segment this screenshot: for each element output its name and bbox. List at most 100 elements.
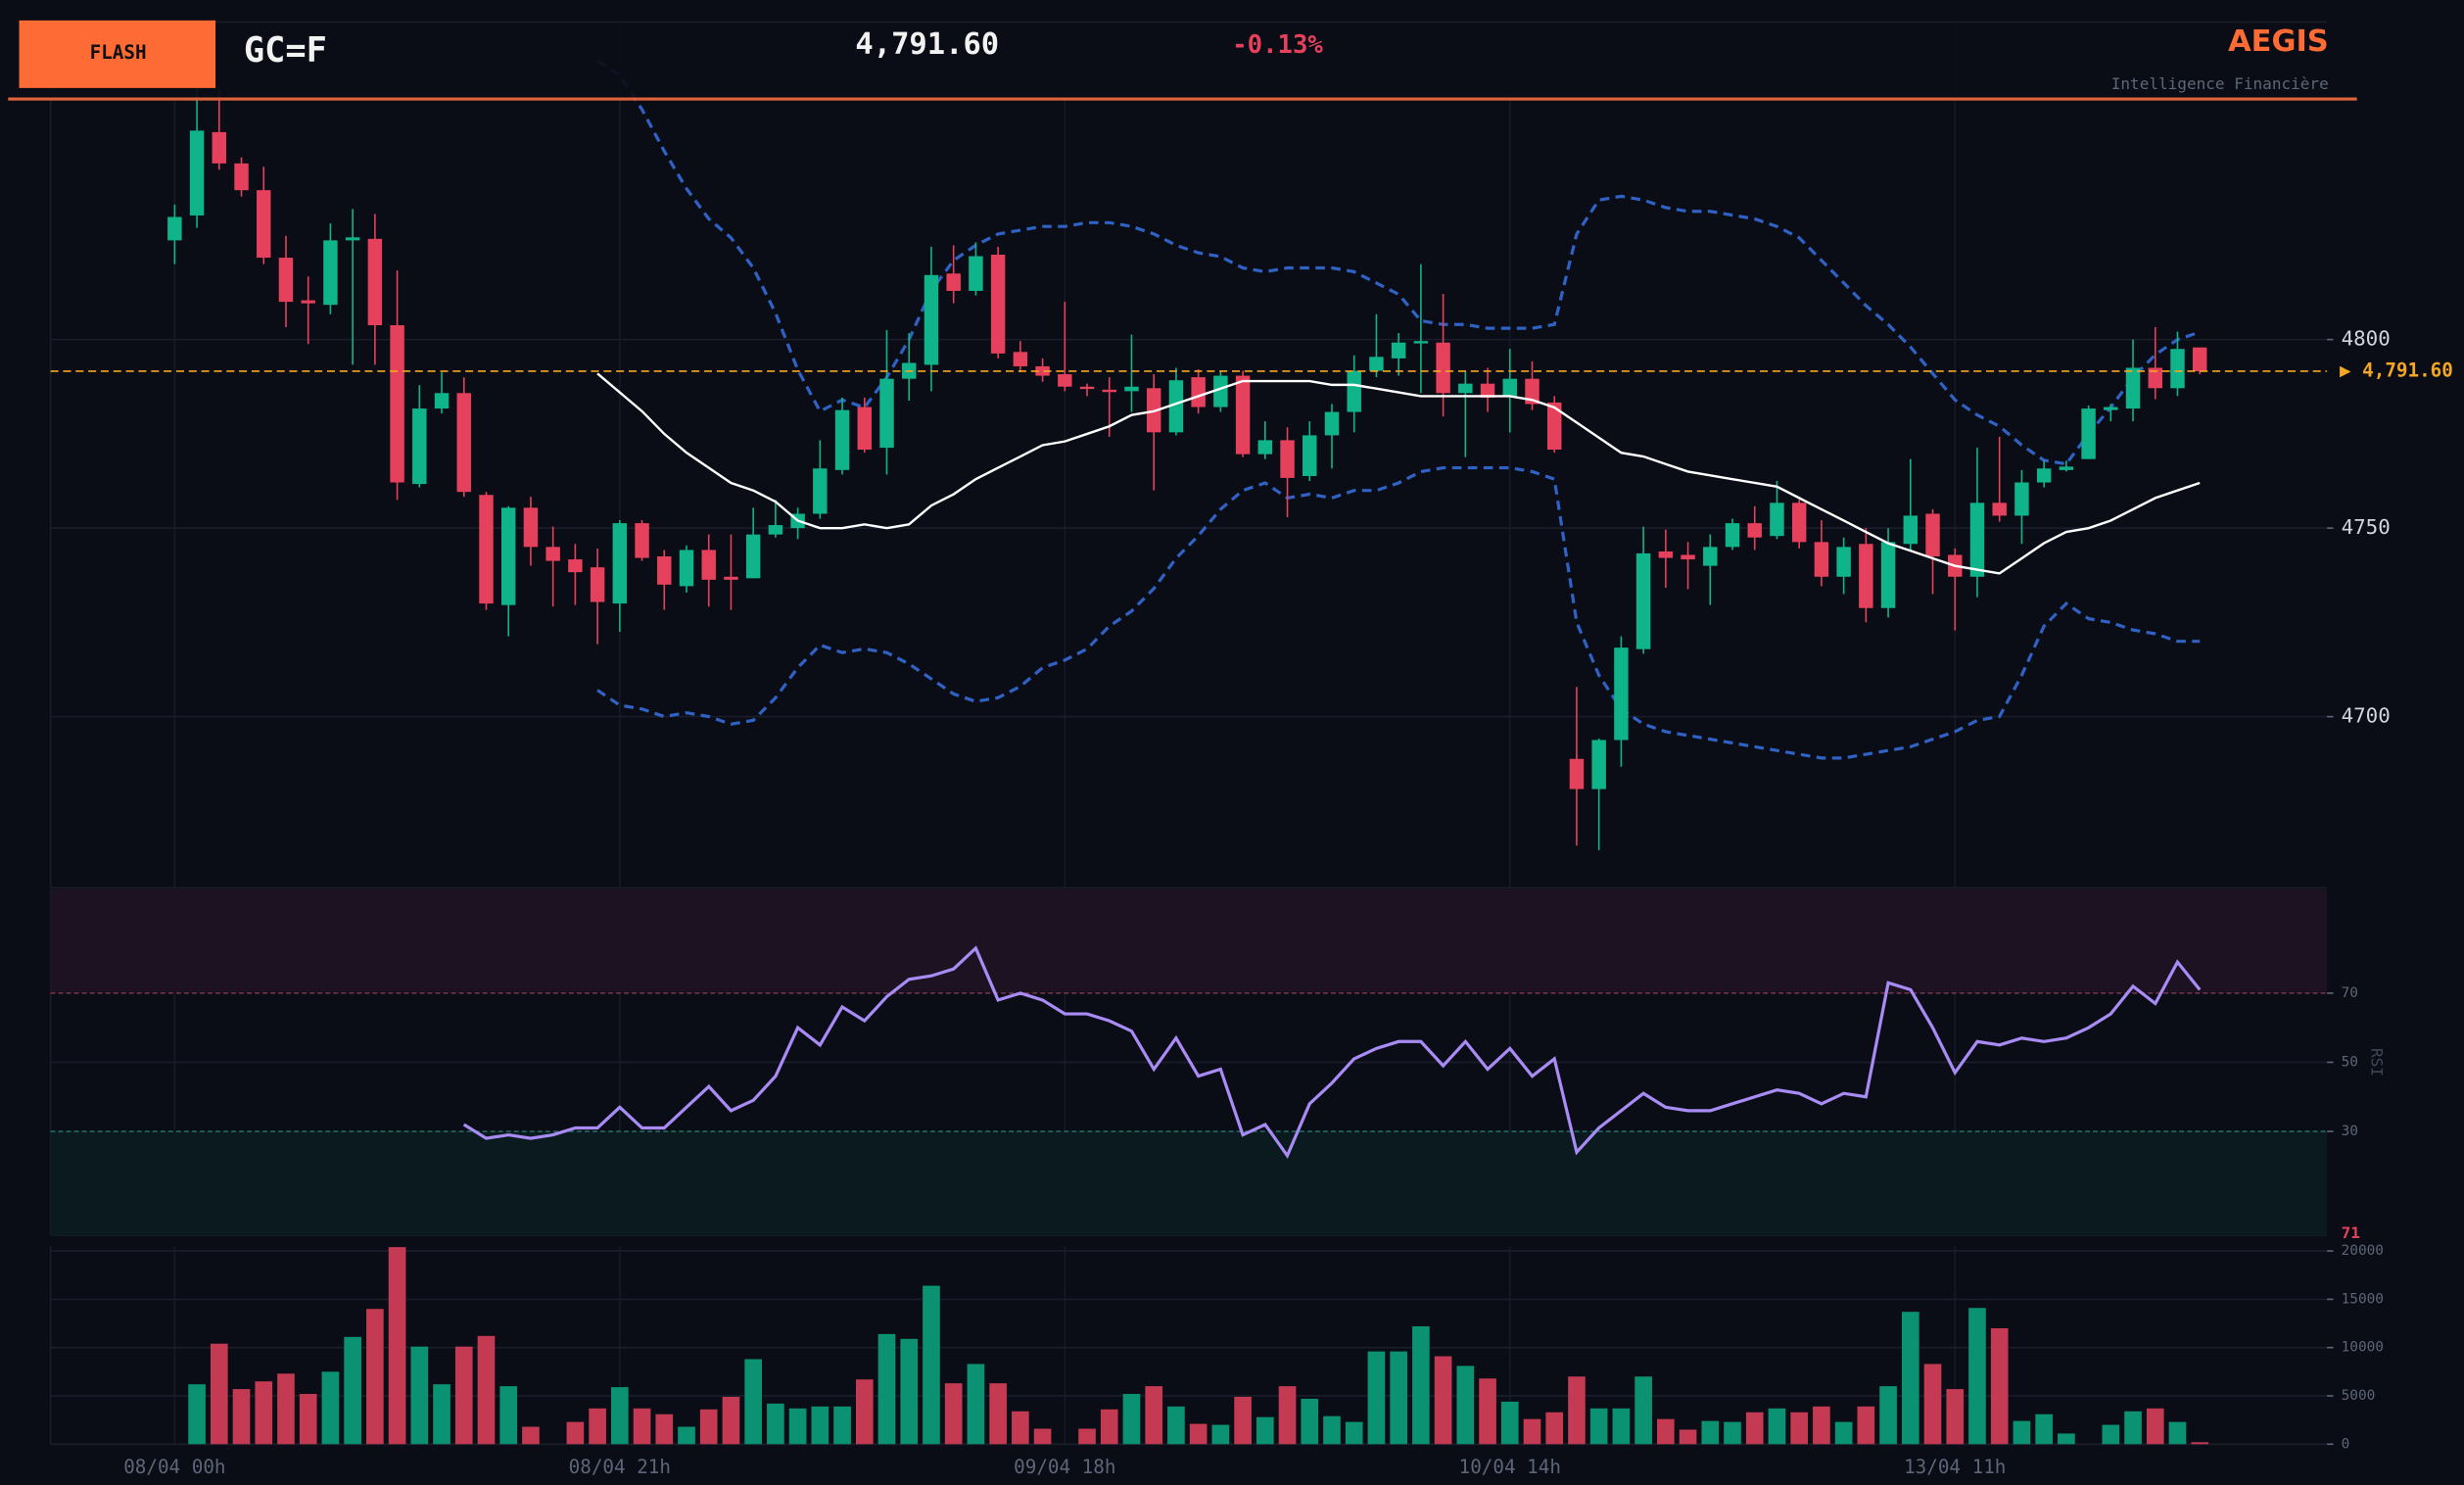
volume-bar [1012, 1411, 1029, 1445]
volume-bar [1234, 1396, 1252, 1445]
candle-body [990, 254, 1006, 354]
volume-bar [2124, 1411, 2142, 1445]
volume-bar [877, 1333, 896, 1445]
candle-body [1791, 503, 1807, 543]
tagline: Intelligence Financière [2111, 74, 2329, 93]
candle-body [1168, 380, 1184, 433]
volume-bar [1589, 1408, 1608, 1445]
volume-bar [811, 1406, 829, 1445]
candle-body [412, 408, 427, 485]
volume-bar [1946, 1389, 1965, 1445]
candle-body [1635, 552, 1651, 649]
candle-body [234, 163, 249, 191]
candle-body [1681, 554, 1695, 560]
candle-body [1369, 357, 1384, 371]
candle-body [1747, 523, 1762, 538]
volume-bar [900, 1338, 919, 1445]
volume-bar [1657, 1418, 1675, 1445]
candle-body [924, 274, 939, 365]
volume-bar [1857, 1406, 1875, 1445]
candle-body [278, 258, 294, 303]
candle-body [367, 238, 383, 325]
volume-bar [855, 1379, 874, 1445]
candle-body [1480, 383, 1495, 398]
volume-bar [277, 1373, 295, 1445]
change: -0.13% [1232, 30, 1323, 60]
volume-bar [188, 1384, 206, 1445]
volume-bar [1122, 1394, 1141, 1445]
volume-bar [454, 1346, 473, 1445]
volume-bar [2013, 1420, 2031, 1445]
volume-bar [1256, 1416, 1274, 1445]
volume-bar [366, 1309, 384, 1445]
x-tick-label: 09/04 18h [1014, 1456, 1115, 1478]
candle-body [257, 190, 271, 259]
candle-body [345, 237, 360, 241]
candle-body [2125, 367, 2141, 409]
candle-body [390, 324, 404, 483]
candle-body [1280, 440, 1295, 478]
candle-body [1591, 740, 1606, 790]
volume-bar [1500, 1401, 1519, 1445]
volume-bar [611, 1387, 629, 1445]
candle-body [834, 409, 850, 470]
volume-bar [833, 1406, 851, 1445]
volume-bar [232, 1389, 251, 1445]
oversold-zone [50, 1131, 2328, 1235]
volume-bar [344, 1336, 361, 1445]
candle-body [946, 273, 961, 291]
y-tick-label: 50 [2342, 1054, 2358, 1070]
volume-bar [1211, 1424, 1230, 1445]
volume-bar [655, 1413, 674, 1445]
candle-body [456, 393, 471, 493]
rsi-label: RSI [2367, 1048, 2386, 1077]
volume-bar [2146, 1408, 2164, 1445]
candle-body [2014, 482, 2029, 516]
volume-bar [1367, 1351, 1386, 1445]
candle-body [1257, 440, 1273, 455]
y-tick-label: 10000 [2342, 1340, 2384, 1356]
volume-bar [1724, 1421, 1741, 1445]
volume-bar [1679, 1429, 1697, 1445]
candle-body [1725, 523, 1740, 548]
volume-bar [967, 1364, 985, 1445]
volume-bar [678, 1426, 695, 1445]
candle-body [301, 300, 315, 304]
volume-bar [477, 1335, 496, 1445]
last-price-tag: ▶ 4,791.60 [2340, 359, 2453, 381]
y-tick-label: 4700 [2342, 704, 2391, 728]
candle-body [1992, 503, 2007, 516]
candle-body [1502, 378, 1517, 397]
x-tick-label: 10/04 14h [1459, 1456, 1561, 1478]
volume-bar [1968, 1308, 1986, 1445]
volume-bar [1390, 1351, 1407, 1445]
overbought-zone [50, 888, 2328, 993]
volume-bar [923, 1285, 940, 1445]
candle-body [1191, 377, 1206, 407]
price: 4,791.60 [855, 27, 999, 62]
volume-bar [1923, 1364, 1942, 1445]
candle-body [323, 240, 338, 306]
candle-body [1903, 515, 1919, 545]
candle-body [657, 555, 672, 585]
volume-bar [1145, 1386, 1163, 1445]
volume-bar [1100, 1409, 1118, 1445]
volume-bar [1701, 1420, 1720, 1445]
volume-bar [1612, 1408, 1631, 1445]
candle-body [479, 495, 494, 604]
candle-body [1814, 542, 1829, 577]
candle-body [500, 507, 516, 605]
volume-bar [1834, 1421, 1853, 1445]
y-tick-label: 4750 [2342, 515, 2391, 539]
candle-body [857, 407, 873, 451]
x-tick-label: 08/04 00h [123, 1456, 225, 1478]
candle-body [167, 216, 182, 241]
x-tick-label: 13/04 11h [1904, 1456, 2006, 1478]
candle-body [2081, 408, 2096, 459]
candle-body [701, 550, 716, 580]
candle-body [2104, 407, 2118, 410]
volume-bar [1278, 1386, 1297, 1445]
